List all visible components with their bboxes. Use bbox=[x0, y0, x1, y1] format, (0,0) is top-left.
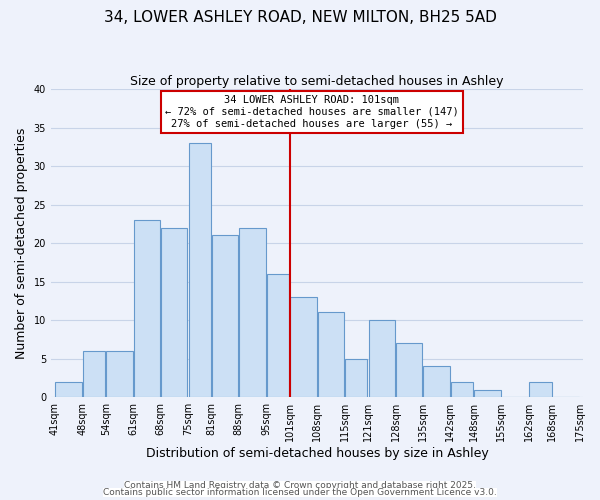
Bar bbox=[368, 320, 395, 397]
Bar bbox=[345, 358, 367, 397]
Bar bbox=[161, 228, 187, 397]
Bar bbox=[134, 220, 160, 397]
Bar bbox=[475, 390, 500, 397]
Bar bbox=[318, 312, 344, 397]
Bar bbox=[188, 143, 211, 397]
Text: Contains public sector information licensed under the Open Government Licence v3: Contains public sector information licen… bbox=[103, 488, 497, 497]
Bar bbox=[239, 228, 266, 397]
Bar bbox=[529, 382, 551, 397]
Bar bbox=[451, 382, 473, 397]
Text: Contains HM Land Registry data © Crown copyright and database right 2025.: Contains HM Land Registry data © Crown c… bbox=[124, 480, 476, 490]
Bar bbox=[83, 351, 105, 397]
Bar bbox=[396, 344, 422, 397]
Text: 34, LOWER ASHLEY ROAD, NEW MILTON, BH25 5AD: 34, LOWER ASHLEY ROAD, NEW MILTON, BH25 … bbox=[104, 10, 496, 25]
Bar bbox=[55, 382, 82, 397]
Title: Size of property relative to semi-detached houses in Ashley: Size of property relative to semi-detach… bbox=[130, 75, 504, 88]
Bar bbox=[424, 366, 450, 397]
Text: 34 LOWER ASHLEY ROAD: 101sqm
← 72% of semi-detached houses are smaller (147)
27%: 34 LOWER ASHLEY ROAD: 101sqm ← 72% of se… bbox=[165, 96, 459, 128]
Bar bbox=[290, 297, 317, 397]
Bar bbox=[212, 236, 238, 397]
X-axis label: Distribution of semi-detached houses by size in Ashley: Distribution of semi-detached houses by … bbox=[146, 447, 488, 460]
Y-axis label: Number of semi-detached properties: Number of semi-detached properties bbox=[15, 128, 28, 359]
Bar bbox=[106, 351, 133, 397]
Bar bbox=[267, 274, 289, 397]
